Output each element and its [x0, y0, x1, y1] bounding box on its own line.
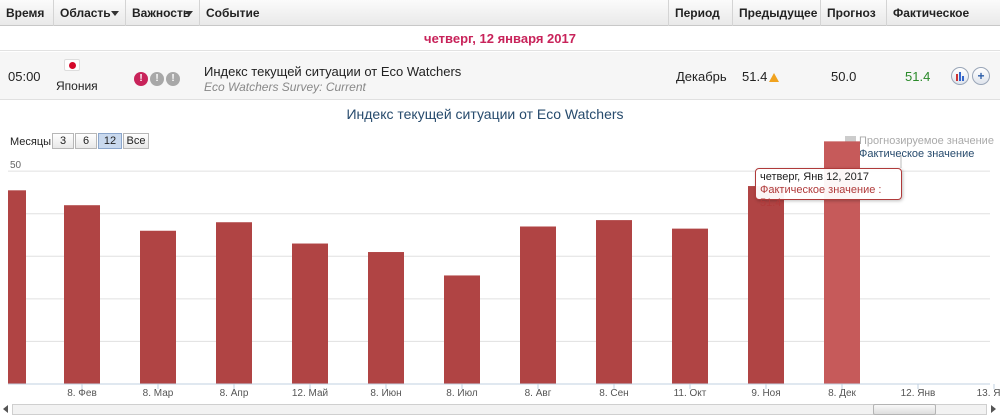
- bar: [444, 275, 480, 384]
- date-group-header: четверг, 12 января 2017: [0, 27, 1000, 51]
- event-name[interactable]: Индекс текущей ситуации от Eco Watchers: [204, 64, 462, 79]
- col-previous-label: Предыдущее: [739, 6, 818, 20]
- chart-button[interactable]: [951, 67, 969, 85]
- zoom-6-button[interactable]: 6: [75, 133, 97, 149]
- event-previous: 51.4: [742, 69, 768, 84]
- bar: [64, 205, 100, 384]
- col-period[interactable]: Период: [669, 0, 733, 26]
- chevron-down-icon[interactable]: [111, 11, 119, 16]
- table-header: Время Область Важность Событие Период Пр…: [0, 0, 1000, 26]
- col-event[interactable]: Событие: [200, 0, 669, 26]
- bar: [216, 222, 252, 384]
- x-tick-label: 8. Июл: [446, 388, 478, 399]
- bar: [8, 190, 26, 384]
- scrollbar-thumb[interactable]: [873, 404, 936, 415]
- event-subtitle: Eco Watchers Survey: Current: [204, 80, 366, 94]
- plus-icon: +: [977, 69, 985, 83]
- x-tick-label: 8. Мар: [143, 388, 174, 399]
- col-region[interactable]: Область: [54, 0, 126, 26]
- col-region-label: Область: [60, 6, 111, 20]
- scroll-left-icon[interactable]: [3, 405, 8, 413]
- zoom-all-button[interactable]: Все: [123, 133, 149, 149]
- bar: [672, 228, 708, 384]
- event-forecast: 50.0: [831, 69, 857, 84]
- japan-flag-icon: [64, 59, 80, 71]
- col-period-label: Период: [675, 6, 720, 20]
- zoom-3-button[interactable]: 3: [52, 133, 74, 149]
- x-tick-label: 12. Май: [292, 388, 328, 399]
- legend-item-forecast[interactable]: Прогнозируемое значение: [845, 136, 994, 149]
- col-importance[interactable]: Важность: [126, 0, 200, 26]
- scrollbar-track[interactable]: [12, 404, 987, 415]
- col-forecast-label: Прогноз: [827, 6, 876, 20]
- chart-icon: [956, 72, 964, 81]
- x-tick-label: 8. Фев: [67, 388, 97, 399]
- col-time[interactable]: Время: [0, 0, 54, 26]
- tooltip-value: Фактическое значение : 51.4: [760, 184, 882, 209]
- event-time: 05:00: [8, 69, 41, 84]
- event-actual: 51.4: [905, 69, 931, 84]
- bar-chart: 50 8. Фев 8. Мар 8. Апр 12. Май 8. Июн 8. Июл 8…: [8, 141, 1000, 399]
- x-tick-label: 8. Апр: [220, 388, 249, 399]
- zoom-12-button[interactable]: 12: [98, 133, 122, 149]
- x-tick-label: 8. Дек: [828, 388, 856, 399]
- x-tick-label: 8. Сен: [599, 388, 628, 399]
- bar: [520, 226, 556, 384]
- x-tick-label: 8. Июн: [370, 388, 401, 399]
- high-importance-icon: !: [134, 72, 148, 86]
- zoom-label: Месяцы: [10, 136, 52, 148]
- chart-title: Индекс текущей ситуации от Eco Watchers: [346, 106, 624, 122]
- event-country: Япония: [56, 79, 98, 93]
- event-row[interactable]: 05:00 Япония ! ! ! Индекс текущей ситуац…: [0, 52, 1000, 100]
- scroll-right-icon[interactable]: [991, 405, 996, 413]
- col-time-label: Время: [6, 6, 45, 20]
- x-tick-label: 9. Ноя: [751, 388, 780, 399]
- event-period: Декабрь: [676, 69, 727, 84]
- add-button[interactable]: +: [972, 67, 990, 85]
- bar: [596, 220, 632, 384]
- legend-label-actual: Фактическое значение: [859, 148, 975, 160]
- x-tick-label: 8. Авг: [525, 388, 552, 399]
- col-importance-label: Важность: [132, 6, 191, 20]
- low-importance-icon: !: [166, 72, 180, 86]
- chevron-down-icon[interactable]: [185, 11, 193, 16]
- bar: [140, 230, 176, 384]
- x-tick-label: 11. Окт: [674, 388, 707, 399]
- bar: [292, 243, 328, 384]
- chart-scrollbar[interactable]: [0, 402, 1000, 416]
- legend-label-forecast: Прогнозируемое значение: [859, 135, 994, 147]
- col-actual[interactable]: Фактическое: [887, 0, 1000, 26]
- col-actual-label: Фактическое: [893, 6, 970, 20]
- legend-swatch-forecast: [845, 136, 856, 146]
- col-event-label: Событие: [206, 6, 260, 20]
- x-tick-label: 13. Янв: [977, 388, 1000, 399]
- bar: [748, 186, 784, 384]
- col-previous[interactable]: Предыдущее: [733, 0, 821, 26]
- bar: [368, 252, 404, 384]
- x-tick-label: 12. Янв: [901, 388, 936, 399]
- y-tick-label: 50: [10, 160, 22, 171]
- warning-icon: [769, 73, 779, 82]
- chart-tooltip: четверг, Янв 12, 2017 Фактическое значен…: [755, 168, 902, 209]
- low-importance-icon: !: [150, 72, 164, 86]
- col-forecast[interactable]: Прогноз: [821, 0, 887, 26]
- tooltip-date: четверг, Янв 12, 2017: [760, 171, 869, 183]
